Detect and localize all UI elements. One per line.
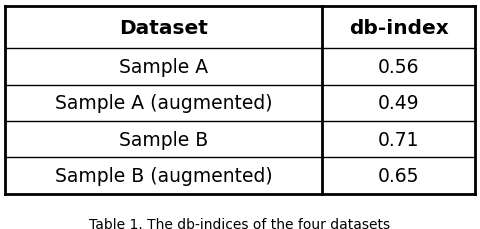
Text: Sample A (augmented): Sample A (augmented) xyxy=(55,94,272,113)
Text: Sample A: Sample A xyxy=(119,58,208,77)
Text: Sample B (augmented): Sample B (augmented) xyxy=(55,166,272,185)
Text: Table 1. The db-indices of the four datasets: Table 1. The db-indices of the four data… xyxy=(89,217,391,229)
Text: 0.65: 0.65 xyxy=(378,166,420,185)
Text: 0.71: 0.71 xyxy=(378,130,420,149)
Text: Sample B: Sample B xyxy=(119,130,208,149)
Text: 0.56: 0.56 xyxy=(378,58,420,77)
Text: db-index: db-index xyxy=(349,19,449,38)
Text: 0.49: 0.49 xyxy=(378,94,420,113)
Text: Dataset: Dataset xyxy=(119,19,208,38)
